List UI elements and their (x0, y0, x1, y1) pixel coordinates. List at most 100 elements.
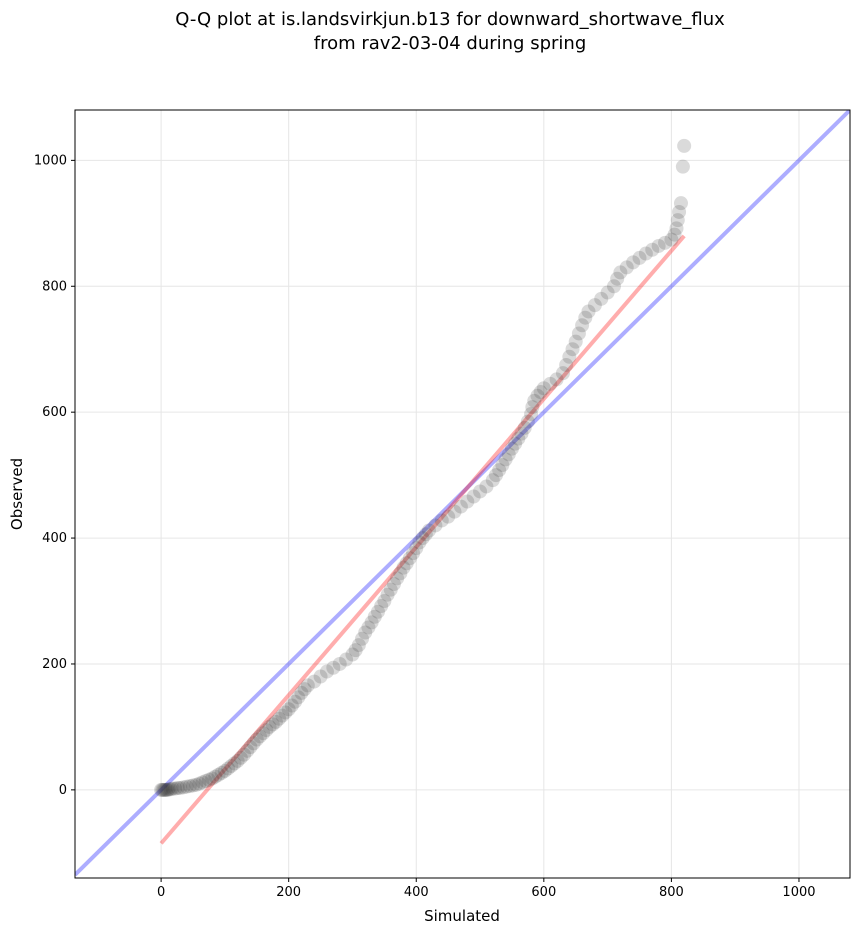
data-point-102 (517, 420, 532, 435)
data-point-94 (492, 463, 507, 478)
data-point-73 (393, 566, 408, 581)
data-point-28 (227, 756, 242, 771)
data-point-130 (638, 246, 653, 261)
data-point-108 (533, 385, 548, 400)
data-point-0 (154, 782, 169, 797)
data-point-7 (163, 782, 178, 797)
data-point-84 (434, 513, 449, 528)
data-point-79 (412, 535, 427, 550)
data-point-110 (543, 376, 558, 391)
data-point-26 (221, 761, 236, 776)
data-point-82 (422, 523, 437, 538)
data-point-92 (485, 473, 500, 488)
data-point-32 (240, 743, 255, 758)
reference-line (75, 110, 850, 877)
data-point-37 (256, 726, 271, 741)
data-point-113 (559, 357, 574, 372)
chart-title-line-2: from rav2-03-04 during spring (314, 33, 587, 54)
data-point-67 (374, 599, 389, 614)
data-point-6 (161, 782, 176, 797)
data-point-30 (233, 750, 248, 765)
data-point-126 (613, 265, 628, 280)
data-point-111 (549, 372, 564, 387)
data-point-101 (514, 426, 529, 441)
data-point-39 (262, 719, 277, 734)
data-point-96 (498, 452, 513, 467)
points (154, 138, 692, 797)
data-point-80 (415, 531, 430, 546)
data-point-4 (159, 782, 174, 797)
data-point-60 (351, 638, 366, 653)
data-point-27 (224, 758, 239, 773)
x-tick-label-5: 1000 (782, 885, 815, 900)
data-point-138 (672, 204, 687, 219)
data-point-139 (673, 196, 688, 211)
data-point-8 (165, 781, 180, 796)
data-point-45 (281, 702, 296, 717)
data-point-81 (418, 527, 433, 542)
data-point-131 (645, 242, 660, 257)
data-point-74 (396, 560, 411, 575)
data-point-109 (536, 381, 551, 396)
data-point-22 (208, 769, 223, 784)
data-point-129 (632, 250, 647, 265)
data-point-46 (284, 698, 299, 713)
y-tick-label-0: 0 (59, 783, 67, 798)
y-tick-label-3: 600 (42, 405, 67, 420)
data-point-50 (297, 682, 312, 697)
data-point-133 (658, 235, 673, 250)
data-point-95 (495, 458, 510, 473)
y-tick-label-5: 1000 (34, 153, 67, 168)
data-point-49 (294, 685, 309, 700)
grid (75, 110, 850, 878)
data-point-87 (453, 499, 468, 514)
data-point-123 (600, 285, 615, 300)
data-point-20 (201, 772, 216, 787)
data-point-141 (677, 138, 692, 153)
data-point-42 (272, 711, 287, 726)
data-point-66 (370, 604, 385, 619)
data-point-100 (511, 431, 526, 446)
data-point-85 (441, 509, 456, 524)
data-point-137 (670, 213, 685, 228)
data-point-69 (380, 587, 395, 602)
data-point-38 (259, 723, 274, 738)
data-point-51 (300, 678, 315, 693)
data-point-59 (348, 643, 363, 658)
x-tick-label-1: 200 (276, 885, 301, 900)
data-point-99 (508, 436, 523, 451)
data-point-76 (402, 551, 417, 566)
data-point-134 (664, 232, 679, 247)
data-point-107 (530, 388, 545, 403)
data-point-83 (428, 518, 443, 533)
data-point-9 (168, 781, 183, 796)
data-point-72 (390, 571, 405, 586)
data-point-14 (182, 779, 197, 794)
data-point-3 (157, 782, 172, 797)
data-point-124 (606, 279, 621, 294)
data-point-48 (291, 690, 306, 705)
data-point-34 (246, 736, 261, 751)
data-point-106 (527, 393, 542, 408)
data-point-17 (192, 776, 207, 791)
data-point-77 (406, 546, 421, 561)
data-point-122 (594, 291, 609, 306)
data-point-97 (501, 447, 516, 462)
data-point-136 (669, 221, 684, 236)
lines (75, 110, 850, 877)
data-point-114 (562, 349, 577, 364)
y-axis-label: Observed (8, 458, 26, 530)
plot-frame (74, 109, 851, 879)
data-point-140 (675, 159, 690, 174)
y-tick-label-4: 800 (42, 279, 67, 294)
x-axis-label: Simulated (424, 907, 500, 925)
data-point-71 (386, 577, 401, 592)
data-point-121 (587, 298, 602, 313)
data-point-44 (278, 705, 293, 720)
data-point-19 (198, 774, 213, 789)
data-point-120 (581, 304, 596, 319)
data-point-135 (667, 227, 682, 242)
data-point-93 (488, 468, 503, 483)
y-tick-label-1: 200 (42, 657, 67, 672)
data-point-91 (479, 479, 494, 494)
